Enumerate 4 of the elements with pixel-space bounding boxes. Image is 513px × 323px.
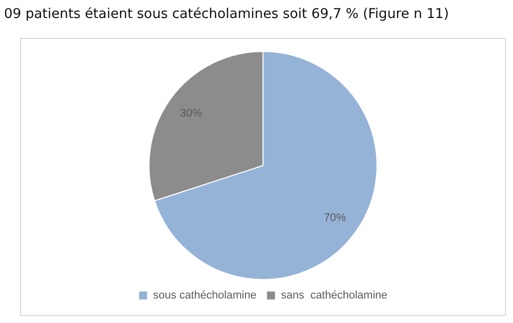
text: 09 patients étaient sous catécholamines soit 69,7 % (Figure n 11) xyxy=(4,6,449,22)
legend-label: sans cathécholamine xyxy=(280,290,388,302)
legend-label: sous cathécholamine xyxy=(153,290,256,302)
data-label: 70% xyxy=(324,212,346,224)
